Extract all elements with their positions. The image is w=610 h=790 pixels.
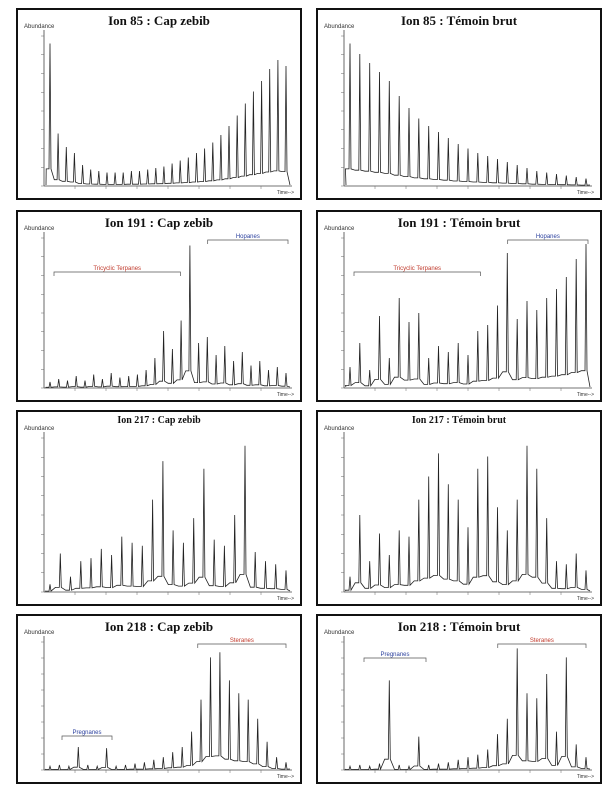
region-label-blue: Pregnanes	[72, 730, 101, 736]
y-axis-label: Abundance	[324, 24, 355, 30]
x-axis-label: Time-->	[276, 596, 294, 602]
chromatogram-plot	[41, 432, 292, 595]
chromatogram-panel-ion217-cap-zebib: Ion 217 : Cap zebib Abundance Time-->	[16, 410, 302, 606]
region-label-blue: Hopanes	[536, 234, 560, 240]
y-axis-label: Abundance	[24, 24, 55, 30]
chromatogram-panel-ion85-cap-zebib: Ion 85 : Cap zebib Abundance Time-->	[16, 8, 302, 200]
x-axis-label: Time-->	[576, 392, 594, 398]
chromatogram-panel-ion218-temoin-brut: Ion 218 : Témoin brut Abundance Time--> …	[316, 614, 602, 784]
y-axis-label: Abundance	[24, 630, 55, 636]
chromatogram-plot	[341, 432, 592, 595]
y-axis-label: Abundance	[24, 226, 55, 232]
y-axis-label: Abundance	[324, 426, 355, 432]
x-axis-label: Time-->	[276, 190, 294, 196]
chromatogram-trace	[44, 652, 291, 771]
region-label-red: Steranes	[230, 638, 254, 644]
panel-title: Ion 217 : Cap zebib	[117, 415, 201, 426]
region-bracket-blue	[507, 239, 589, 244]
panel-title: Ion 217 : Témoin brut	[411, 415, 507, 426]
panel-title: Ion 85 : Cap zebib	[108, 13, 210, 28]
chromatogram-trace	[344, 243, 591, 388]
chromatogram-panel-ion217-temoin-brut: Ion 217 : Témoin brut Abundance Time-->	[316, 410, 602, 606]
y-axis-label: Abundance	[324, 226, 355, 232]
chromatogram-plot: Steranes Pregnanes	[41, 636, 292, 773]
y-axis-label: Abundance	[324, 630, 355, 636]
chromatogram-panel-ion191-cap-zebib: Ion 191 : Cap zebib Abundance Time--> Tr…	[16, 210, 302, 402]
panel-title: Ion 218 : Cap zebib	[104, 619, 214, 634]
region-label-red: Tricyclic Terpanes	[393, 266, 441, 272]
chromatogram-plot: Tricyclic Terpanes Hopanes	[41, 232, 292, 391]
chromatogram-panel-ion191-temoin-brut: Ion 191 : Témoin brut Abundance Time--> …	[316, 210, 602, 402]
region-bracket-blue	[61, 735, 113, 740]
chromatogram-plot: Tricyclic Terpanes Hopanes	[341, 232, 592, 391]
region-label-blue: Hopanes	[236, 234, 260, 240]
panel-title: Ion 85 : Témoin brut	[400, 13, 518, 28]
region-label-blue: Pregnanes	[380, 652, 409, 658]
chromatogram-panel-ion85-temoin-brut: Ion 85 : Témoin brut Abundance Time-->	[316, 8, 602, 200]
chromatogram-trace	[344, 445, 591, 592]
region-label-red: Steranes	[530, 638, 554, 644]
chromatogram-plot	[41, 30, 292, 189]
y-axis-label: Abundance	[24, 426, 55, 432]
x-axis-label: Time-->	[576, 596, 594, 602]
region-bracket-red	[353, 271, 481, 276]
x-axis-label: Time-->	[276, 392, 294, 398]
x-axis-label: Time-->	[576, 774, 594, 780]
region-label-red: Tricyclic Terpanes	[93, 266, 141, 272]
chromatogram-trace	[45, 245, 291, 388]
region-bracket-blue	[207, 239, 289, 244]
panel-title: Ion 191 : Cap zebib	[104, 215, 214, 230]
chromatogram-plot	[341, 30, 592, 189]
chromatogram-plot: Steranes Pregnanes	[341, 636, 592, 773]
chromatogram-trace	[45, 43, 291, 186]
region-bracket-red	[53, 271, 181, 276]
region-bracket-red	[497, 643, 587, 648]
chromatogram-trace	[344, 43, 591, 186]
x-axis-label: Time-->	[576, 190, 594, 196]
region-bracket-red	[197, 643, 287, 648]
panel-title: Ion 218 : Témoin brut	[397, 619, 521, 634]
chromatogram-trace	[45, 445, 291, 592]
chromatogram-trace	[344, 648, 591, 771]
region-bracket-blue	[363, 657, 427, 662]
chromatogram-panel-ion218-cap-zebib: Ion 218 : Cap zebib Abundance Time--> St…	[16, 614, 302, 784]
panel-title: Ion 191 : Témoin brut	[397, 215, 521, 230]
x-axis-label: Time-->	[276, 774, 294, 780]
